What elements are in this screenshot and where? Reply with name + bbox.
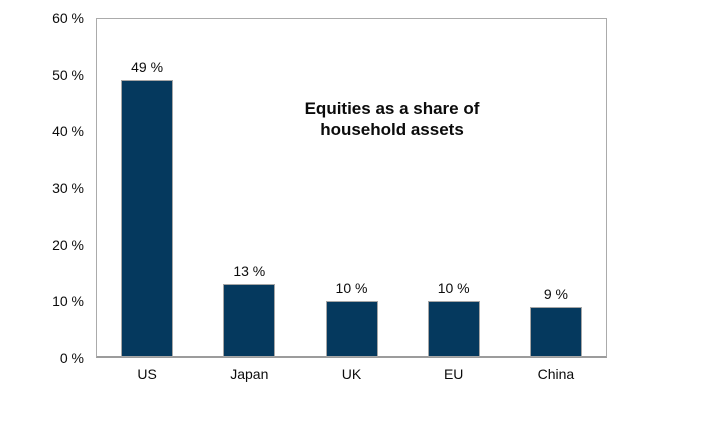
chart-title: Equities as a share of household assets <box>304 99 480 139</box>
y-tick-label: 60 % <box>52 10 84 26</box>
bar <box>325 301 378 357</box>
x-category-label: UK <box>341 366 362 382</box>
y-tick-label: 20 % <box>52 236 84 253</box>
bar <box>529 307 582 357</box>
x-category-label: EU <box>443 366 464 382</box>
bar-value-label: 10 % <box>437 280 470 297</box>
bar-value-label: 49 % <box>131 59 164 76</box>
y-tick-label: 40 % <box>52 123 84 140</box>
bar <box>427 301 480 357</box>
bar-value-label: 13 % <box>233 263 266 280</box>
y-tick-label: 10 % <box>52 293 84 310</box>
bar <box>223 284 276 357</box>
bar <box>121 80 174 357</box>
bar-value-label: 10 % <box>335 280 368 297</box>
y-tick-label: 30 % <box>52 180 84 196</box>
y-tick-label: 0 % <box>59 350 84 366</box>
x-category-label: Japan <box>230 366 269 382</box>
bar-value-label: 9 % <box>543 286 568 302</box>
y-tick-label: 50 % <box>52 66 84 83</box>
x-category-label: China <box>537 366 575 382</box>
x-category-label: US <box>137 366 157 382</box>
